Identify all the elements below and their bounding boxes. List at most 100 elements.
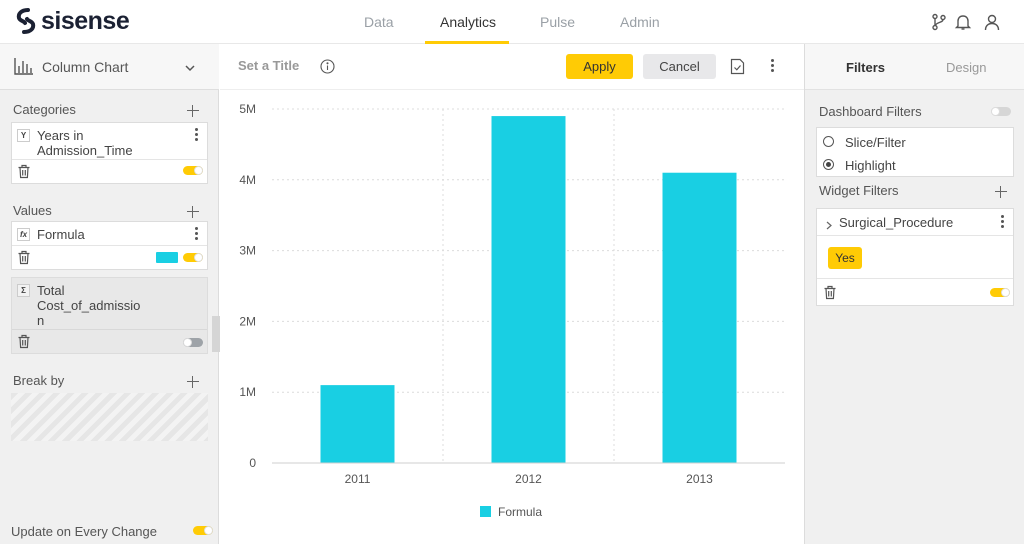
more-options-icon[interactable] bbox=[195, 227, 199, 241]
slice-filter-label[interactable]: Slice/Filter bbox=[845, 135, 906, 150]
add-break-by-plus-icon[interactable] bbox=[187, 376, 199, 388]
y-tick-label: 3M bbox=[239, 244, 256, 258]
info-icon[interactable] bbox=[320, 59, 335, 74]
y-tick-label: 5M bbox=[239, 102, 256, 116]
sisense-logo[interactable]: sisense bbox=[14, 7, 130, 35]
more-options-icon[interactable] bbox=[1001, 215, 1005, 229]
nav-pulse[interactable]: Pulse bbox=[540, 14, 576, 30]
highlight-radio[interactable] bbox=[823, 159, 834, 170]
add-category-plus-icon[interactable] bbox=[187, 105, 199, 117]
chart-type-label: Column Chart bbox=[42, 59, 129, 75]
widget-title-input[interactable]: Set a Title bbox=[238, 58, 300, 73]
trash-icon[interactable] bbox=[17, 250, 31, 265]
widget-filter-header[interactable]: Surgical_Procedure bbox=[817, 209, 1013, 236]
cancel-button[interactable]: Cancel bbox=[643, 54, 716, 79]
value-item-total-cost-label: Total Cost_of_admissio n bbox=[37, 283, 140, 328]
y-tick-label: 0 bbox=[249, 456, 256, 470]
column-chart: 0 1M 2M 3M 4M 5M 2011 2012 2013 Formula bbox=[239, 102, 785, 519]
value-item-formula-footer bbox=[12, 246, 207, 269]
widget-toolbar: Set a Title Apply Cancel bbox=[220, 44, 804, 90]
total-cost-toggle[interactable] bbox=[183, 338, 203, 347]
value-item-formula-text: Formula bbox=[37, 227, 85, 242]
more-options-icon[interactable] bbox=[195, 128, 199, 142]
trash-icon[interactable] bbox=[17, 334, 31, 349]
y-tick-label: 1M bbox=[239, 385, 256, 399]
dashboard-filters-toggle[interactable] bbox=[991, 107, 1011, 116]
value-item-formula-card: fx Formula bbox=[11, 221, 208, 270]
tab-filters[interactable]: Filters bbox=[846, 60, 886, 75]
add-widget-filter-plus-icon[interactable] bbox=[995, 186, 1007, 198]
collapse-left-panel-handle[interactable] bbox=[212, 316, 220, 352]
widget-filter-footer bbox=[817, 278, 1013, 306]
nav-data[interactable]: Data bbox=[364, 14, 394, 30]
formula-toggle[interactable] bbox=[183, 253, 203, 262]
widget-filter-name: Surgical_Procedure bbox=[839, 215, 954, 230]
sigma-icon: Σ bbox=[17, 284, 30, 297]
value-item-formula-label: Formula bbox=[37, 227, 85, 242]
add-value-plus-icon[interactable] bbox=[187, 206, 199, 218]
apply-button[interactable]: Apply bbox=[566, 54, 633, 79]
top-bar: sisense Data Analytics Pulse Admin bbox=[0, 0, 1024, 44]
highlight-label[interactable]: Highlight bbox=[845, 158, 896, 173]
bell-icon[interactable] bbox=[954, 13, 972, 31]
value-item-total-cost[interactable]: Σ Total Cost_of_admissio n bbox=[12, 278, 207, 330]
value-item-total-cost-line-3: n bbox=[37, 313, 45, 328]
save-document-icon[interactable] bbox=[730, 58, 745, 75]
trash-icon[interactable] bbox=[17, 164, 31, 179]
column-chart-icon bbox=[14, 57, 34, 75]
category-item-footer bbox=[12, 160, 207, 183]
series-color-swatch[interactable] bbox=[156, 252, 178, 263]
filters-panel: Filters Design Dashboard Filters Slice/F… bbox=[804, 44, 1024, 544]
y-tick-label: 2M bbox=[239, 314, 256, 328]
legend-label: Formula bbox=[498, 505, 542, 519]
more-options-icon[interactable] bbox=[771, 59, 775, 73]
value-item-total-cost-line-2: Cost_of_admissio bbox=[37, 298, 141, 313]
nav-admin[interactable]: Admin bbox=[620, 14, 660, 30]
git-branch-icon[interactable] bbox=[930, 13, 948, 31]
chevron-down-icon[interactable] bbox=[184, 61, 196, 72]
trash-icon[interactable] bbox=[823, 285, 837, 300]
widget-filter-toggle[interactable] bbox=[990, 288, 1010, 297]
break-by-drop-zone[interactable] bbox=[11, 393, 208, 441]
category-item[interactable]: Y Years in Admission_Time bbox=[12, 123, 207, 160]
x-tick-label: 2011 bbox=[345, 472, 371, 486]
dashboard-filters-label: Dashboard Filters bbox=[819, 104, 922, 119]
category-toggle[interactable] bbox=[183, 166, 203, 175]
chart-type-selector[interactable]: Column Chart bbox=[0, 44, 219, 90]
tab-design[interactable]: Design bbox=[946, 60, 987, 75]
category-item-line-2: Admission_Time bbox=[37, 143, 133, 158]
user-icon[interactable] bbox=[983, 13, 1001, 31]
formula-fx-icon: fx bbox=[17, 228, 30, 241]
update-on-every-change-label: Update on Every Change bbox=[11, 524, 157, 539]
bar-2013 bbox=[662, 172, 737, 463]
value-item-formula[interactable]: fx Formula bbox=[12, 222, 207, 246]
x-tick-label: 2012 bbox=[515, 472, 542, 486]
brand-name: sisense bbox=[41, 7, 130, 35]
year-type-badge: Y bbox=[17, 129, 30, 142]
categories-label: Categories bbox=[13, 102, 76, 117]
chevron-right-icon[interactable] bbox=[826, 218, 832, 230]
values-label: Values bbox=[13, 203, 52, 218]
dashboard-filter-mode-group: Slice/Filter Highlight bbox=[816, 127, 1014, 177]
widget-data-panel: Column Chart Categories Y Years in Admis… bbox=[0, 44, 220, 544]
value-item-total-cost-card: Σ Total Cost_of_admissio n bbox=[11, 277, 208, 354]
legend-swatch bbox=[480, 506, 491, 517]
widget-filter-card: Surgical_Procedure Yes bbox=[816, 208, 1014, 306]
right-panel-tabs: Filters Design bbox=[805, 44, 1024, 90]
update-on-every-change-toggle[interactable] bbox=[193, 526, 213, 535]
category-item-card: Y Years in Admission_Time bbox=[11, 122, 208, 184]
bar-2012 bbox=[491, 116, 566, 463]
slice-filter-radio[interactable] bbox=[823, 136, 834, 147]
value-item-total-cost-footer bbox=[12, 330, 207, 353]
bar-2011 bbox=[320, 385, 395, 463]
y-tick-label: 4M bbox=[239, 173, 256, 187]
sisense-logo-icon bbox=[14, 8, 38, 34]
x-tick-label: 2013 bbox=[686, 472, 713, 486]
widget-filters-label: Widget Filters bbox=[819, 183, 899, 198]
widget-editor-canvas: Set a Title Apply Cancel 0 1M 2M 3M 4M 5M 2011… bbox=[220, 44, 804, 544]
category-item-label: Years in Admission_Time bbox=[37, 128, 133, 158]
value-item-total-cost-line-1: Total bbox=[37, 283, 65, 298]
filter-value-badge[interactable]: Yes bbox=[828, 247, 862, 269]
nav-analytics[interactable]: Analytics bbox=[440, 14, 497, 30]
active-nav-indicator bbox=[425, 41, 509, 44]
